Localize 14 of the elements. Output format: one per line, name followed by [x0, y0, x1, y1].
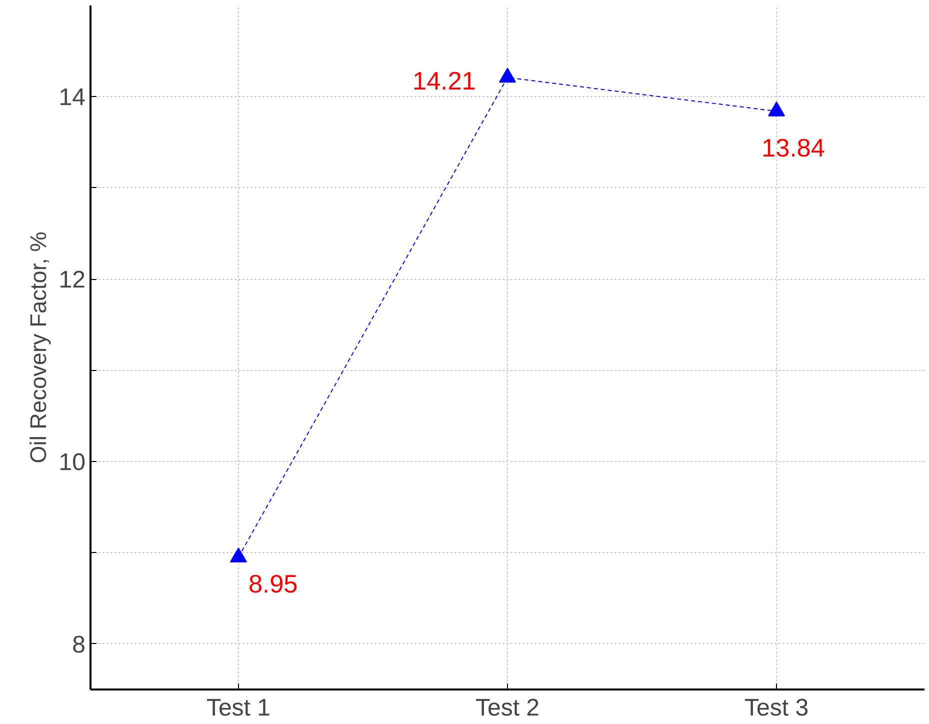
- point: [768, 102, 786, 116]
- y-tick-label: 12: [58, 266, 86, 294]
- x-tick-label: Test 2: [475, 694, 540, 722]
- y-axis-title: Oil Recovery Factor, %: [24, 232, 51, 464]
- data-label: 14.21: [412, 68, 476, 96]
- y-tick-label: 10: [58, 449, 86, 476]
- point: [230, 548, 247, 562]
- y-tick-label: 8: [72, 631, 86, 658]
- x-tick-label: Test 1: [206, 694, 270, 722]
- data-label: 13.84: [762, 134, 825, 162]
- point: [499, 68, 516, 83]
- x-tick-label: Test 3: [744, 694, 809, 722]
- y-tick-label: 14: [58, 84, 86, 112]
- data-label: 8.95: [248, 570, 298, 598]
